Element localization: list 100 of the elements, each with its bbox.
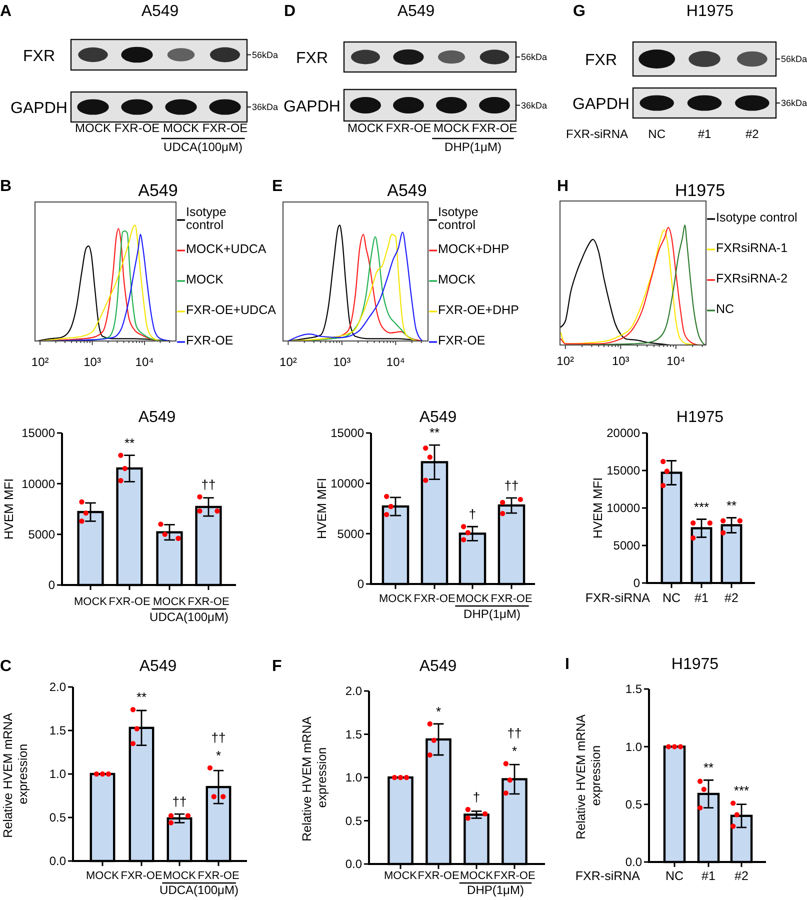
x-tick-label: FXR-OE xyxy=(418,870,460,882)
point xyxy=(690,535,696,541)
x-tick-label: 10³ xyxy=(612,354,630,368)
legend-label: FXRsiRNA-2 xyxy=(716,271,788,286)
text: C xyxy=(0,658,12,675)
y-tick-label: 15000 xyxy=(22,426,56,440)
annotation: ** xyxy=(124,435,135,450)
annotation: † xyxy=(468,506,476,522)
category-label: NC xyxy=(648,127,666,141)
annotation: * xyxy=(436,704,442,719)
text: E xyxy=(272,178,283,195)
category-label: 56kDa xyxy=(521,52,548,62)
chart-title: H1975 xyxy=(676,409,724,426)
x-tick-label: 10³ xyxy=(333,355,351,369)
point xyxy=(384,512,390,518)
category-label: MOCK xyxy=(434,121,470,135)
category-label: FXR-OE xyxy=(202,121,248,135)
annotation: †† xyxy=(504,478,519,493)
y-tick-label: 0.0 xyxy=(625,855,642,870)
x-tick-label: MOCK xyxy=(153,596,187,608)
x-tick-label: MOCK xyxy=(384,870,418,882)
x-tick-label: MOCK xyxy=(163,870,197,882)
category-label: FXR xyxy=(23,48,55,65)
annotation: * xyxy=(512,744,518,759)
chart-title: A549 xyxy=(138,181,178,200)
x-tick-label: MOCK xyxy=(379,593,413,605)
x-tick-label: #1 xyxy=(702,869,716,883)
x-tick-label: FXR-OE xyxy=(414,593,456,605)
x-tick-label: 10² xyxy=(280,355,297,369)
y-tick-label: 20000 xyxy=(606,426,640,440)
y-tick-label: 0 xyxy=(357,577,364,592)
legend-label: Isotype control xyxy=(186,204,230,232)
legend-label: MOCK xyxy=(186,272,224,286)
y-tick-label: 0.0 xyxy=(345,857,362,872)
text: DHP(1μM) xyxy=(444,140,502,154)
x-tick-label: NC xyxy=(665,869,684,883)
legend-label: Isotype control xyxy=(716,210,798,224)
y-tick-label: 0.0 xyxy=(49,854,66,868)
x-tick-label: #1 xyxy=(694,591,708,605)
x-tick-label: FXR-OE xyxy=(198,870,240,882)
chart-title: H1975 xyxy=(674,181,726,200)
legend-label: FXR-OE+UDCA xyxy=(186,302,277,317)
y-tick-label: 15000 xyxy=(330,426,364,440)
x-tick-label: #2 xyxy=(724,591,738,605)
category-label: #1 xyxy=(698,127,712,141)
y-axis-title: Relative HVEM mRNA expression xyxy=(574,712,603,840)
y-tick-label: 5000 xyxy=(337,526,364,541)
y-tick-label: 10000 xyxy=(22,476,56,491)
x-axis-title: FXR-siRNA xyxy=(585,591,651,605)
y-axis-title: HVEM MFI xyxy=(591,477,605,539)
x-tick-label: MOCK xyxy=(74,596,108,608)
text: F xyxy=(272,658,282,675)
point xyxy=(720,518,726,524)
x-tick-label: FXR-OE xyxy=(120,870,162,882)
annotation: ** xyxy=(429,425,440,440)
x-tick-label: FXR-OE xyxy=(494,870,536,882)
y-tick-label: 1.5 xyxy=(49,724,66,738)
text: UDCA(100μM) xyxy=(160,883,238,897)
text: UDCA(100μM) xyxy=(164,140,242,154)
annotation: * xyxy=(216,748,222,763)
point xyxy=(384,494,390,500)
y-axis-title: HVEM MFI xyxy=(2,478,16,540)
y-tick-label: 15000 xyxy=(606,464,640,478)
x-tick-label: 10² xyxy=(556,354,574,368)
legend-label: FXR-OE+DHP xyxy=(438,302,519,317)
annotation: †† xyxy=(211,730,226,745)
x-tick-label: #2 xyxy=(734,869,748,883)
category-label: 56kDa xyxy=(781,54,807,64)
text: D xyxy=(284,3,296,20)
text: A549 xyxy=(141,3,179,20)
text: G xyxy=(573,3,586,20)
y-axis-title: Relative HVEM mRNA expression xyxy=(1,710,30,838)
text: UDCA(100μM) xyxy=(150,610,228,624)
x-tick-label: 10⁴ xyxy=(135,355,154,369)
y-axis-title: Relative HVEM mRNA expression xyxy=(300,714,329,842)
category-label: FXR-OE xyxy=(472,121,518,135)
annotation: †† xyxy=(201,476,216,492)
chart-title: A549 xyxy=(387,181,427,200)
annotation: ** xyxy=(136,690,147,705)
category-label: FXR-OE xyxy=(386,121,432,135)
chart-title: A549 xyxy=(419,409,457,426)
y-tick-label: 0.5 xyxy=(625,798,642,812)
legend-label: MOCK+DHP xyxy=(438,242,510,256)
x-tick-label: 10⁴ xyxy=(386,355,405,369)
point xyxy=(660,482,666,488)
annotation: ** xyxy=(726,498,737,513)
chart-title: H1975 xyxy=(671,656,719,673)
y-tick-label: 10000 xyxy=(330,476,364,491)
point xyxy=(500,500,506,506)
category-label: FXR xyxy=(296,50,328,67)
point xyxy=(720,530,726,536)
text: DHP(1μM) xyxy=(467,883,524,897)
x-tick-label: MOCK xyxy=(456,593,490,605)
text: A xyxy=(0,3,12,20)
category-label: 36kDa xyxy=(521,100,548,110)
category-label: FXR xyxy=(585,52,617,69)
annotation: ** xyxy=(703,760,714,776)
text: H xyxy=(557,178,569,195)
annotation: †† xyxy=(172,794,187,810)
chart-title: A549 xyxy=(138,409,176,426)
